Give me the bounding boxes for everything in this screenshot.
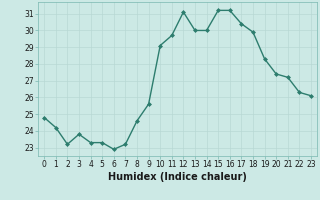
X-axis label: Humidex (Indice chaleur): Humidex (Indice chaleur) [108,172,247,182]
